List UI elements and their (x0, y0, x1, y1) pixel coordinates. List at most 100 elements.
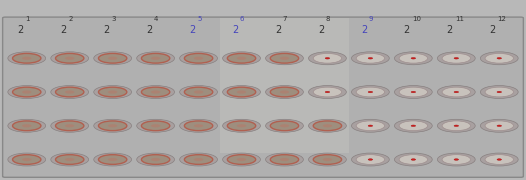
Circle shape (8, 86, 46, 98)
Circle shape (480, 52, 518, 65)
Circle shape (438, 52, 475, 65)
Text: $2$: $2$ (447, 22, 453, 35)
Circle shape (137, 119, 175, 132)
Circle shape (442, 155, 470, 164)
Circle shape (94, 52, 132, 65)
Circle shape (485, 53, 513, 63)
Circle shape (227, 121, 256, 131)
Text: 5: 5 (197, 16, 201, 22)
Circle shape (266, 86, 304, 98)
Circle shape (194, 90, 203, 94)
Circle shape (313, 87, 341, 97)
Circle shape (222, 119, 260, 132)
Text: $2$: $2$ (146, 22, 153, 35)
Circle shape (94, 153, 132, 166)
Circle shape (151, 57, 160, 60)
Circle shape (180, 153, 217, 166)
Circle shape (151, 124, 160, 127)
Circle shape (137, 86, 175, 98)
Circle shape (411, 91, 416, 93)
Circle shape (141, 121, 170, 131)
Circle shape (270, 155, 299, 164)
Text: $2$: $2$ (489, 22, 497, 35)
Circle shape (185, 87, 213, 97)
Text: $2$: $2$ (231, 22, 239, 35)
Text: $2$: $2$ (403, 22, 411, 35)
Circle shape (108, 90, 117, 94)
Circle shape (237, 124, 246, 127)
Circle shape (356, 53, 385, 63)
Circle shape (56, 121, 84, 131)
Circle shape (497, 91, 501, 93)
Circle shape (237, 57, 246, 60)
Circle shape (480, 153, 518, 166)
Text: $2$: $2$ (60, 22, 67, 35)
Circle shape (56, 87, 84, 97)
Circle shape (65, 124, 74, 127)
Circle shape (56, 53, 84, 63)
Text: 2: 2 (68, 16, 73, 22)
Circle shape (185, 155, 213, 164)
Text: 10: 10 (412, 16, 421, 22)
Circle shape (394, 86, 432, 98)
Text: 9: 9 (369, 16, 373, 22)
Circle shape (185, 121, 213, 131)
Circle shape (8, 153, 46, 166)
Circle shape (309, 52, 346, 65)
Circle shape (313, 121, 341, 131)
Text: $2$: $2$ (360, 22, 368, 35)
Circle shape (325, 57, 330, 59)
Circle shape (141, 53, 170, 63)
Text: $2$: $2$ (275, 22, 282, 35)
Circle shape (270, 53, 299, 63)
Circle shape (309, 86, 346, 98)
Circle shape (309, 119, 346, 132)
Circle shape (368, 125, 372, 127)
Circle shape (368, 57, 372, 59)
Circle shape (480, 86, 518, 98)
Circle shape (351, 86, 389, 98)
Circle shape (222, 52, 260, 65)
Circle shape (399, 53, 428, 63)
Circle shape (137, 52, 175, 65)
Bar (220, 18, 349, 153)
Circle shape (442, 121, 470, 131)
Circle shape (137, 153, 175, 166)
Circle shape (485, 87, 513, 97)
Circle shape (411, 125, 416, 127)
Circle shape (65, 90, 74, 94)
Circle shape (411, 159, 416, 160)
Circle shape (411, 57, 416, 59)
Circle shape (98, 121, 127, 131)
Text: $2$: $2$ (103, 22, 110, 35)
Circle shape (65, 158, 74, 161)
Circle shape (313, 155, 341, 164)
Circle shape (227, 53, 256, 63)
Text: 1: 1 (25, 16, 29, 22)
Circle shape (151, 158, 160, 161)
Circle shape (237, 90, 246, 94)
Circle shape (151, 90, 160, 94)
Circle shape (22, 90, 32, 94)
Circle shape (356, 121, 385, 131)
Circle shape (51, 119, 88, 132)
Circle shape (454, 125, 459, 127)
Text: 8: 8 (326, 16, 330, 22)
Circle shape (13, 155, 41, 164)
Circle shape (313, 53, 341, 63)
Circle shape (270, 121, 299, 131)
Text: 4: 4 (154, 16, 158, 22)
Circle shape (399, 87, 428, 97)
Circle shape (280, 57, 289, 60)
Circle shape (13, 121, 41, 131)
Text: 7: 7 (283, 16, 287, 22)
Circle shape (194, 158, 203, 161)
Circle shape (270, 87, 299, 97)
Circle shape (13, 87, 41, 97)
Circle shape (266, 52, 304, 65)
Circle shape (325, 91, 330, 93)
Circle shape (185, 53, 213, 63)
Circle shape (98, 87, 127, 97)
Circle shape (180, 86, 217, 98)
Circle shape (280, 90, 289, 94)
